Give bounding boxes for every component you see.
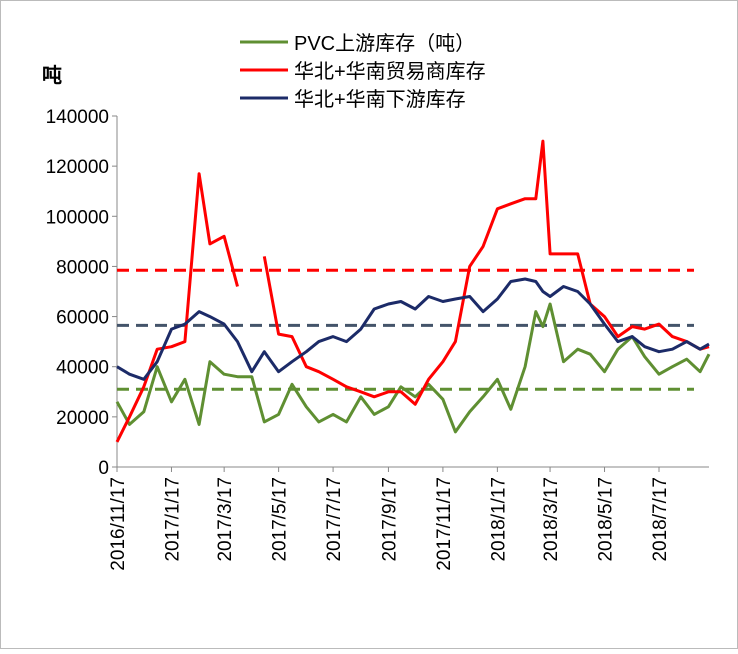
x-tick-label: 2017/9/17 xyxy=(379,477,400,562)
y-tick-label: 120000 xyxy=(46,157,109,178)
x-tick-label: 2017/11/17 xyxy=(434,477,455,571)
y-tick-label: 20000 xyxy=(56,408,109,429)
y-tick-label: 0 xyxy=(98,458,109,479)
x-tick-label: 2017/3/17 xyxy=(215,477,236,562)
x-tick-label: 2017/7/17 xyxy=(324,477,345,562)
legend-label: 华北+华南贸易商库存 xyxy=(294,60,486,83)
y-tick-label: 100000 xyxy=(46,207,109,228)
x-tick-label: 2016/11/17 xyxy=(108,477,129,571)
series-line xyxy=(115,139,710,443)
y-tick-label: 140000 xyxy=(46,107,109,128)
y-tick-label: 40000 xyxy=(56,358,109,379)
x-tick-label: 2018/7/17 xyxy=(650,477,671,562)
x-tick-label: 2017/5/17 xyxy=(270,477,291,562)
x-tick-label: 2018/1/17 xyxy=(488,477,509,562)
y-tick-label: 60000 xyxy=(56,308,109,329)
legend-label: 华北+华南下游库存 xyxy=(294,88,466,111)
x-tick-label: 2017/1/17 xyxy=(162,477,183,562)
series-line xyxy=(116,277,710,381)
x-tick-label: 2018/3/17 xyxy=(541,477,562,562)
legend-label: PVC上游库存（吨） xyxy=(294,32,475,55)
y-axis-label: 吨 xyxy=(42,63,62,87)
y-tick-label: 80000 xyxy=(56,257,109,278)
x-tick-label: 2018/5/17 xyxy=(596,477,617,562)
